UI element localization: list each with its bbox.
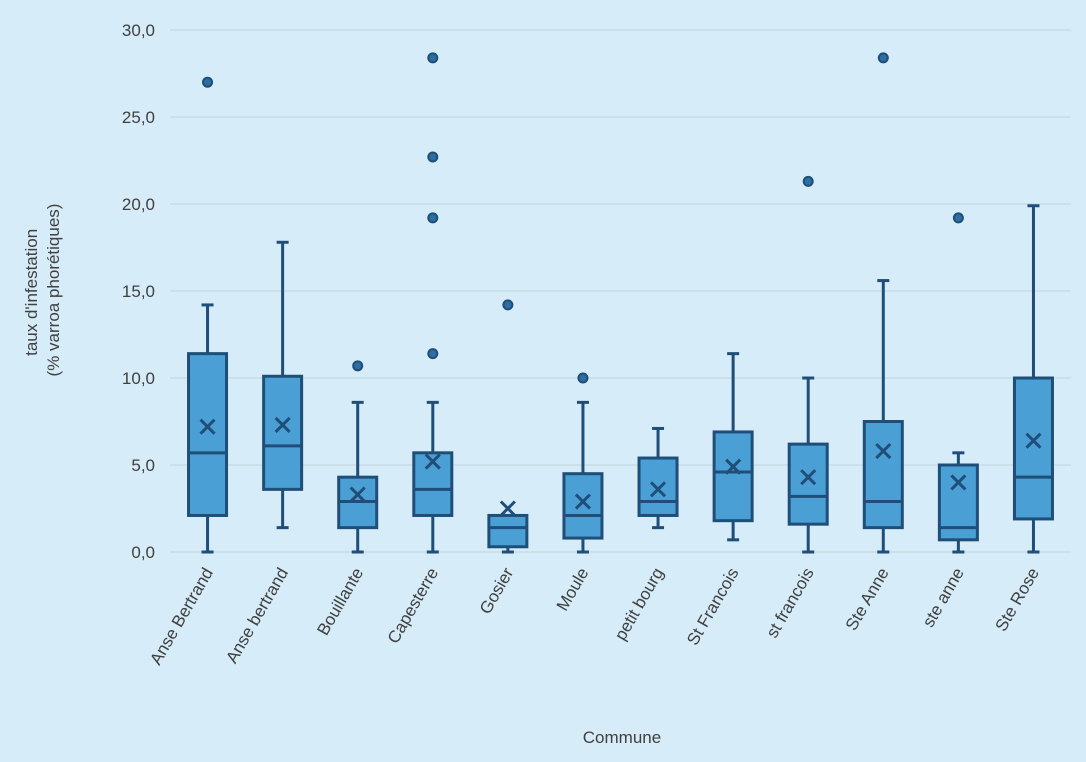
box-4 (412, 52, 454, 554)
outlier-point (427, 348, 439, 360)
box-iqr (262, 374, 304, 491)
y-tick-label: 5,0 (131, 456, 155, 475)
box-iqr (712, 430, 754, 523)
box-2 (262, 240, 304, 530)
y-tick-label: 20,0 (122, 195, 155, 214)
box-3 (337, 360, 379, 554)
box-9 (787, 175, 829, 554)
box-1 (187, 76, 229, 554)
outlier-point (877, 52, 889, 64)
box-iqr (787, 442, 829, 526)
mean-marker (349, 486, 366, 503)
outlier-point (802, 175, 814, 187)
y-tick-label: 30,0 (122, 21, 155, 40)
mean-marker (1025, 432, 1042, 449)
y-tick-label: 0,0 (131, 543, 155, 562)
mean-marker (499, 500, 516, 517)
box-11 (937, 212, 979, 554)
outlier-point (202, 76, 214, 88)
y-axis-tick-labels: 0,0 5,0 10,0 15,0 20,0 25,0 30,0 (122, 21, 155, 562)
x-axis-title: Commune (583, 728, 661, 747)
box-iqr (862, 420, 904, 530)
box-10 (862, 52, 904, 554)
box-5 (487, 299, 529, 554)
y-axis-title: taux d'infestation (% varroa phorétiques… (22, 204, 63, 377)
outlier-point (952, 212, 964, 224)
outlier-point (427, 52, 439, 64)
mean-marker (274, 416, 291, 434)
y-tick-label: 15,0 (122, 282, 155, 301)
y-tick-label: 10,0 (122, 369, 155, 388)
box-iqr (562, 472, 604, 540)
box-iqr (637, 456, 679, 517)
mean-marker (649, 481, 667, 498)
outlier-point (427, 212, 439, 224)
mean-marker (800, 469, 817, 486)
box-iqr (487, 513, 529, 549)
box-iqr (1012, 376, 1054, 521)
mean-marker (875, 443, 892, 460)
outlier-point (427, 151, 439, 163)
mean-marker (199, 418, 216, 435)
outlier-point (352, 360, 364, 372)
y-axis-title-line-1: taux d'infestation (22, 229, 41, 356)
y-tick-label: 25,0 (122, 108, 155, 127)
box-series (187, 52, 1054, 554)
box-iqr (187, 352, 229, 517)
box-8 (712, 352, 754, 542)
outlier-point (577, 372, 589, 384)
y-axis-title-line-2: (% varroa phorétiques) (44, 204, 63, 377)
box-6 (562, 372, 604, 554)
mean-marker (950, 474, 967, 491)
mean-marker (725, 458, 742, 475)
outlier-point (502, 299, 514, 311)
box-7 (637, 426, 679, 530)
gridlines (170, 29, 1071, 553)
mean-marker (574, 493, 592, 510)
box-12 (1012, 204, 1054, 554)
mean-marker (424, 453, 441, 470)
